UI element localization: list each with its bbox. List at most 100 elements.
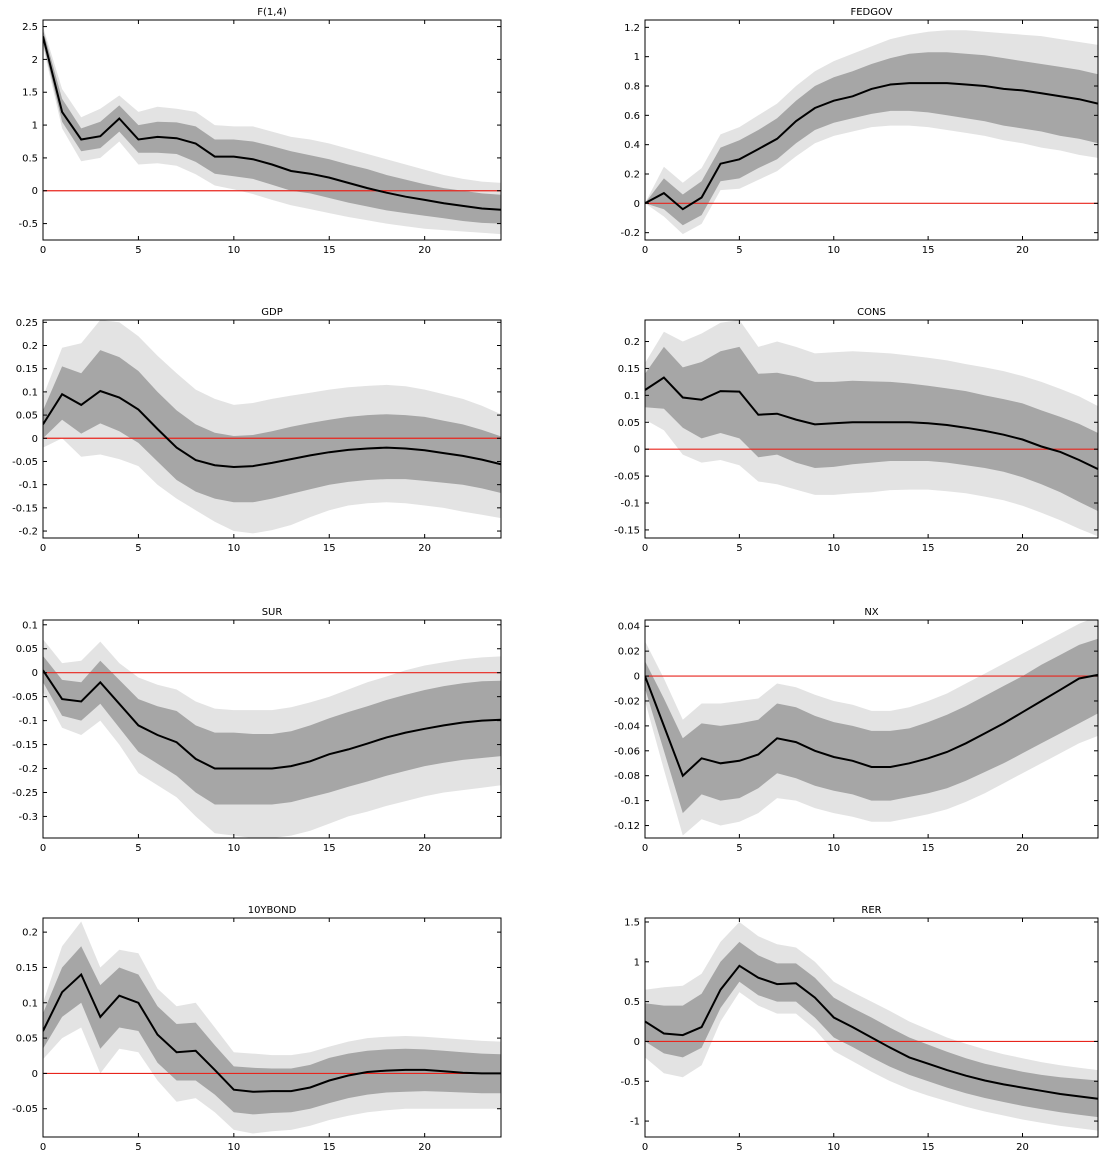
band-90	[43, 320, 501, 534]
chart-title: GDP	[261, 307, 282, 318]
panel-gdp: 0 5 10 15 20 -0.2 -0.15 -0.1 -0.05 0 0.05 0.1 0.15 0.…	[12, 307, 502, 554]
axes-frame	[644, 917, 1099, 1138]
y-tick-label: 0.05	[16, 1034, 38, 1045]
y-tick-label: -0.08	[614, 771, 640, 782]
x-tick-label: 5	[736, 1142, 742, 1153]
y-tick-label: 1.5	[22, 88, 38, 99]
band-68	[645, 52, 1098, 226]
x-tick-label: 15	[323, 843, 336, 854]
x-tick-label: 10	[227, 1142, 240, 1153]
y-tick-label: 0.04	[618, 622, 640, 633]
band-68	[43, 946, 501, 1115]
y-tick-label: 1.2	[624, 23, 640, 34]
x-tick-label: 20	[418, 543, 431, 554]
y-tick-label: -0.1	[620, 796, 640, 807]
plot-area	[645, 30, 1098, 235]
y-tick-label: 0.6	[624, 111, 640, 122]
y-tick-label: -1	[630, 1117, 640, 1128]
axes-frame	[644, 19, 1099, 241]
axes-frame	[644, 619, 1099, 839]
x-tick-label: 5	[135, 843, 141, 854]
y-tick-label: -0.15	[12, 740, 38, 751]
y-tick-label: 0	[32, 186, 38, 197]
y-tick-label: 0.05	[618, 418, 640, 429]
median-line	[43, 972, 501, 1093]
y-tick-label: 2	[32, 55, 38, 66]
band-68	[43, 350, 501, 503]
median-line	[645, 673, 1098, 778]
plot-area	[43, 320, 501, 534]
panel-nx: 0 5 10 15 20 -0.12 -0.1 -0.08 -0.06 -0.04 -0.02 0 0.…	[614, 607, 1099, 854]
band-68	[645, 941, 1098, 1118]
panel-f14: 0 5 10 15 20 -0.5 0 0.5 1 1.5 2 2.5 F(1,4)	[18, 7, 502, 256]
median-line	[645, 964, 1098, 1100]
plot-area	[645, 320, 1098, 537]
median-line	[645, 82, 1098, 211]
y-tick-label: 1	[634, 957, 640, 968]
y-tick-label: 0	[634, 672, 640, 683]
y-tick-label: 0.2	[22, 341, 38, 352]
chart-title: FEDGOV	[850, 7, 892, 18]
y-tick-label: -0.2	[18, 764, 38, 775]
panel-rer: 0 5 10 15 20 -1 -0.5 0 0.5 1 1.5 RER	[620, 905, 1099, 1153]
x-tick-label: 5	[135, 245, 141, 256]
y-tick-label: -0.04	[614, 721, 640, 732]
y-tick-label: 0.15	[16, 963, 38, 974]
chart-title: 10YBOND	[248, 905, 297, 916]
y-tick-label: 0	[32, 1069, 38, 1080]
x-tick-label: 10	[827, 245, 840, 256]
x-tick-label: 15	[922, 843, 935, 854]
y-tick-label: -0.15	[614, 525, 640, 536]
y-tick-label: 0.1	[22, 620, 38, 631]
y-tick-label: 0.05	[16, 644, 38, 655]
plot-area	[43, 639, 501, 838]
y-tick-label: 1	[634, 52, 640, 63]
y-tick-label: 0.5	[624, 997, 640, 1008]
x-tick-label: 10	[227, 543, 240, 554]
x-tick-label: 10	[827, 843, 840, 854]
x-tick-label: 15	[323, 543, 336, 554]
x-tick-label: 15	[323, 245, 336, 256]
plot-area	[645, 922, 1098, 1131]
band-68	[645, 346, 1098, 512]
x-tick-label: 0	[40, 543, 46, 554]
y-tick-label: 0.25	[16, 318, 38, 329]
y-tick-label: 0	[634, 445, 640, 456]
panel-sur: 0 5 10 15 20 -0.3 -0.25 -0.2 -0.15 -0.1 -0.05 0 0.05…	[12, 607, 502, 854]
median-line	[43, 36, 501, 211]
y-tick-label: -0.1	[18, 480, 38, 491]
x-tick-label: 10	[827, 543, 840, 554]
axes-frame	[644, 319, 1099, 539]
y-tick-label: -0.2	[620, 228, 640, 239]
x-tick-label: 0	[40, 245, 46, 256]
x-tick-label: 15	[922, 1142, 935, 1153]
axes-frame	[42, 917, 502, 1138]
y-tick-label: 0.15	[618, 364, 640, 375]
axes-frame	[42, 619, 502, 839]
y-tick-label: 0.2	[22, 928, 38, 939]
y-tick-label: 0.05	[16, 411, 38, 422]
x-tick-label: 5	[736, 245, 742, 256]
y-tick-label: 0.8	[624, 82, 640, 93]
y-tick-label: -0.5	[18, 219, 38, 230]
axes-frame	[42, 319, 502, 539]
y-tick-label: 0	[32, 434, 38, 445]
panel-cons: 0 5 10 15 20 -0.15 -0.1 -0.05 0 0.05 0.1 0.15 0.2 CON…	[614, 307, 1099, 554]
y-tick-label: 0.1	[624, 391, 640, 402]
y-tick-label: -0.15	[12, 503, 38, 514]
chart-title: F(1,4)	[257, 7, 287, 18]
y-tick-label: -0.12	[614, 821, 640, 832]
x-tick-label: 0	[642, 1142, 648, 1153]
y-tick-label: -0.02	[614, 696, 640, 707]
x-tick-label: 20	[418, 1142, 431, 1153]
band-68	[43, 29, 501, 224]
x-tick-label: 20	[418, 843, 431, 854]
x-tick-label: 15	[922, 543, 935, 554]
y-tick-label: 0.5	[22, 153, 38, 164]
x-tick-label: 5	[135, 1142, 141, 1153]
panel-10ybond: 0 5 10 15 20 -0.05 0 0.05 0.1 0.15 0.2 10YBOND	[12, 905, 502, 1153]
x-tick-label: 15	[922, 245, 935, 256]
x-tick-label: 0	[642, 245, 648, 256]
